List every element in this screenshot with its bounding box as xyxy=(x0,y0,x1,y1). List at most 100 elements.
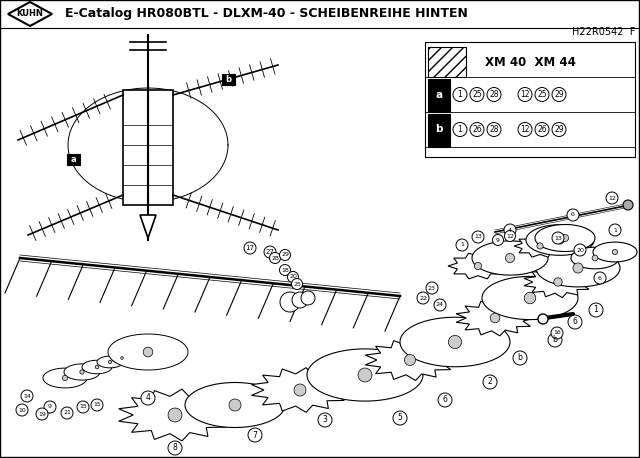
Circle shape xyxy=(280,250,291,261)
Text: b: b xyxy=(552,336,557,344)
Circle shape xyxy=(36,408,48,420)
Circle shape xyxy=(592,255,598,261)
Circle shape xyxy=(358,368,372,382)
Circle shape xyxy=(291,278,303,289)
Text: 25: 25 xyxy=(472,90,482,99)
Circle shape xyxy=(524,292,536,304)
Polygon shape xyxy=(400,317,510,367)
Circle shape xyxy=(143,347,153,357)
Text: 14: 14 xyxy=(23,393,31,398)
Circle shape xyxy=(244,242,256,254)
Text: 21: 21 xyxy=(63,410,71,415)
Circle shape xyxy=(229,399,241,411)
Bar xyxy=(123,90,173,205)
Polygon shape xyxy=(472,241,548,275)
Text: a: a xyxy=(70,156,76,164)
Circle shape xyxy=(141,391,155,405)
Circle shape xyxy=(61,407,73,419)
Text: 24: 24 xyxy=(436,302,444,307)
Polygon shape xyxy=(526,225,594,255)
Polygon shape xyxy=(97,356,123,368)
Circle shape xyxy=(513,351,527,365)
Text: 19: 19 xyxy=(38,411,46,416)
Bar xyxy=(425,42,635,157)
Text: 18: 18 xyxy=(281,267,289,273)
Circle shape xyxy=(594,272,606,284)
Text: 2: 2 xyxy=(488,377,492,387)
Text: 26: 26 xyxy=(472,125,482,134)
Circle shape xyxy=(535,87,549,102)
Circle shape xyxy=(456,239,468,251)
Text: 4: 4 xyxy=(145,393,150,403)
Text: 3: 3 xyxy=(323,415,328,425)
Circle shape xyxy=(623,200,633,210)
Text: 13: 13 xyxy=(474,234,482,240)
Text: 1: 1 xyxy=(594,305,598,315)
Text: E-Catalog HR080BTL - DLXM-40 - SCHEIBENREIHE HINTEN: E-Catalog HR080BTL - DLXM-40 - SCHEIBENR… xyxy=(65,7,468,21)
Circle shape xyxy=(417,292,429,304)
Circle shape xyxy=(518,122,532,136)
Circle shape xyxy=(287,272,298,283)
Polygon shape xyxy=(43,368,87,388)
Text: b: b xyxy=(435,125,443,135)
Circle shape xyxy=(280,265,291,276)
Text: 12: 12 xyxy=(520,125,530,134)
Polygon shape xyxy=(524,267,593,298)
Circle shape xyxy=(470,87,484,102)
Circle shape xyxy=(248,428,262,442)
Circle shape xyxy=(561,234,568,242)
Polygon shape xyxy=(8,2,52,26)
Polygon shape xyxy=(482,276,578,320)
Circle shape xyxy=(551,327,563,339)
Circle shape xyxy=(552,122,566,136)
Text: 1: 1 xyxy=(613,228,617,233)
Polygon shape xyxy=(64,364,100,380)
Circle shape xyxy=(470,122,484,136)
Circle shape xyxy=(537,243,543,249)
Circle shape xyxy=(552,87,566,102)
Text: 1: 1 xyxy=(458,125,462,134)
Circle shape xyxy=(91,399,103,411)
Circle shape xyxy=(453,87,467,102)
Text: 13: 13 xyxy=(554,235,562,240)
Circle shape xyxy=(95,365,99,369)
Circle shape xyxy=(168,408,182,422)
Circle shape xyxy=(504,230,515,241)
Polygon shape xyxy=(252,368,350,412)
Circle shape xyxy=(487,87,501,102)
Circle shape xyxy=(426,282,438,294)
Text: 15: 15 xyxy=(79,404,87,409)
Polygon shape xyxy=(111,353,133,363)
Polygon shape xyxy=(514,235,566,257)
Text: 6: 6 xyxy=(443,396,447,404)
Circle shape xyxy=(567,209,579,221)
Text: 22: 22 xyxy=(419,295,427,300)
Circle shape xyxy=(506,253,515,262)
Circle shape xyxy=(474,262,482,270)
Polygon shape xyxy=(535,224,595,251)
Circle shape xyxy=(77,401,89,413)
Circle shape xyxy=(483,375,497,389)
Text: 6: 6 xyxy=(598,276,602,280)
Circle shape xyxy=(453,122,467,136)
Text: 25: 25 xyxy=(293,282,301,287)
Circle shape xyxy=(554,278,562,286)
Text: 27: 27 xyxy=(266,249,275,255)
Circle shape xyxy=(121,357,124,360)
Text: 8: 8 xyxy=(173,443,177,453)
Bar xyxy=(67,154,80,165)
Text: 20: 20 xyxy=(289,274,297,279)
Text: a: a xyxy=(435,89,443,99)
Text: 9: 9 xyxy=(48,404,52,409)
Circle shape xyxy=(493,234,504,245)
Circle shape xyxy=(535,122,549,136)
Polygon shape xyxy=(140,215,156,238)
Circle shape xyxy=(490,313,500,323)
Circle shape xyxy=(538,314,548,324)
Text: 12: 12 xyxy=(608,196,616,201)
Text: 5: 5 xyxy=(397,414,403,422)
Text: b: b xyxy=(225,76,231,84)
Text: 29: 29 xyxy=(554,125,564,134)
Circle shape xyxy=(504,224,516,236)
Bar xyxy=(222,74,235,85)
